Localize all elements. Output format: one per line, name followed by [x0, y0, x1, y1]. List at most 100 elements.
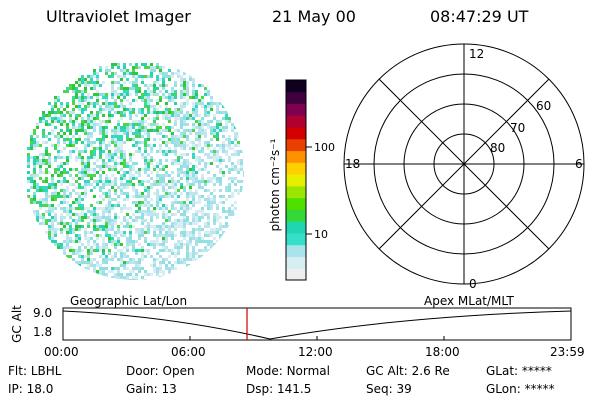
image-pixel — [75, 180, 78, 183]
image-pixel — [60, 174, 63, 177]
image-pixel — [165, 246, 168, 249]
image-pixel — [69, 120, 72, 123]
image-pixel — [159, 66, 162, 69]
image-pixel — [45, 153, 48, 156]
image-pixel — [72, 108, 75, 111]
image-pixel — [60, 222, 63, 225]
image-pixel — [108, 213, 111, 216]
image-pixel — [87, 225, 90, 228]
image-pixel — [132, 243, 135, 246]
image-pixel — [120, 99, 123, 102]
image-pixel — [75, 237, 78, 240]
image-pixel — [126, 132, 129, 135]
image-pixel — [30, 198, 33, 201]
image-pixel — [180, 234, 183, 237]
image-pixel — [153, 258, 156, 261]
image-pixel — [177, 162, 180, 165]
image-pixel — [174, 141, 177, 144]
image-pixel — [81, 99, 84, 102]
image-pixel — [165, 150, 168, 153]
image-pixel — [114, 234, 117, 237]
image-pixel — [60, 216, 63, 219]
colorbar-cell — [286, 209, 306, 222]
image-pixel — [186, 99, 189, 102]
image-pixel — [201, 174, 204, 177]
image-pixel — [240, 165, 243, 168]
image-pixel — [114, 150, 117, 153]
image-pixel — [60, 165, 63, 168]
image-pixel — [153, 90, 156, 93]
image-pixel — [54, 144, 57, 147]
image-pixel — [78, 183, 81, 186]
image-pixel — [54, 243, 57, 246]
image-pixel — [117, 240, 120, 243]
image-pixel — [108, 111, 111, 114]
image-pixel — [78, 249, 81, 252]
image-pixel — [84, 138, 87, 141]
image-pixel — [78, 123, 81, 126]
image-pixel — [156, 258, 159, 261]
image-pixel — [93, 216, 96, 219]
image-pixel — [93, 117, 96, 120]
image-pixel — [138, 270, 141, 273]
image-pixel — [63, 246, 66, 249]
image-pixel — [84, 192, 87, 195]
image-pixel — [228, 120, 231, 123]
image-pixel — [105, 177, 108, 180]
image-pixel — [66, 156, 69, 159]
image-pixel — [126, 78, 129, 81]
image-pixel — [51, 108, 54, 111]
image-pixel — [69, 225, 72, 228]
image-pixel — [192, 93, 195, 96]
image-pixel — [60, 243, 63, 246]
image-pixel — [75, 201, 78, 204]
image-pixel — [108, 159, 111, 162]
image-pixel — [90, 183, 93, 186]
image-pixel — [108, 258, 111, 261]
status-value: 141.5 — [276, 382, 312, 396]
image-pixel — [192, 141, 195, 144]
colorbar-cell — [286, 80, 306, 93]
image-pixel — [87, 216, 90, 219]
image-pixel — [144, 189, 147, 192]
image-pixel — [228, 168, 231, 171]
timeline-xtick: 12:00 — [298, 345, 333, 359]
image-pixel — [195, 171, 198, 174]
image-pixel — [93, 105, 96, 108]
image-pixel — [48, 156, 51, 159]
image-pixel — [93, 210, 96, 213]
image-pixel — [111, 90, 114, 93]
image-pixel — [90, 96, 93, 99]
image-pixel — [177, 210, 180, 213]
image-pixel — [156, 126, 159, 129]
image-pixel — [51, 234, 54, 237]
image-pixel — [111, 270, 114, 273]
image-pixel — [180, 105, 183, 108]
image-pixel — [204, 105, 207, 108]
image-pixel — [93, 87, 96, 90]
image-pixel — [147, 117, 150, 120]
image-pixel — [177, 240, 180, 243]
image-pixel — [57, 96, 60, 99]
image-pixel — [186, 180, 189, 183]
image-pixel — [195, 114, 198, 117]
timeline-ylabel: GC Alt — [10, 305, 24, 343]
image-pixel — [81, 204, 84, 207]
image-pixel — [63, 123, 66, 126]
image-pixel — [189, 162, 192, 165]
image-pixel — [135, 261, 138, 264]
image-pixel — [96, 249, 99, 252]
image-pixel — [66, 171, 69, 174]
image-pixel — [120, 180, 123, 183]
image-pixel — [75, 174, 78, 177]
image-pixel — [135, 141, 138, 144]
image-pixel — [48, 123, 51, 126]
image-pixel — [234, 144, 237, 147]
image-pixel — [54, 96, 57, 99]
image-pixel — [216, 219, 219, 222]
image-pixel — [90, 168, 93, 171]
image-pixel — [165, 135, 168, 138]
image-pixel — [81, 117, 84, 120]
image-pixel — [222, 126, 225, 129]
image-pixel — [84, 78, 87, 81]
